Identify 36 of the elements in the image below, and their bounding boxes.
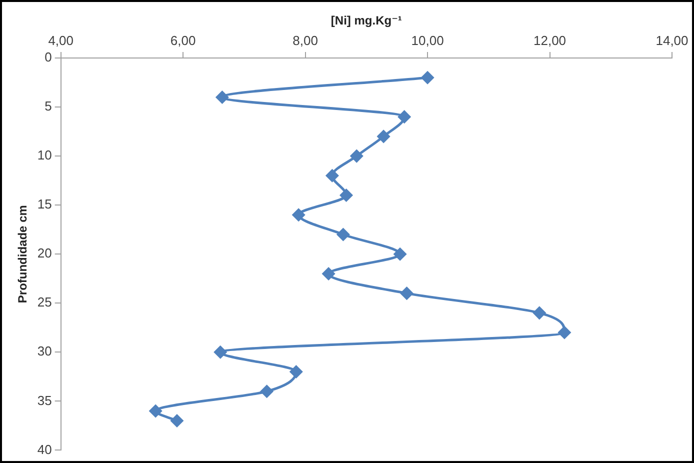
point	[558, 326, 571, 339]
y-tick-label: 30	[37, 344, 52, 359]
y-tick-label: 40	[37, 442, 52, 457]
point	[326, 169, 338, 182]
y-tick-label: 10	[37, 148, 52, 163]
point	[421, 71, 434, 84]
point	[214, 346, 227, 358]
point	[533, 306, 546, 320]
point	[377, 130, 390, 143]
x-axis-title: [Ni] mg.Kg⁻¹	[330, 14, 402, 28]
point	[400, 287, 414, 300]
point	[216, 90, 228, 104]
point	[290, 366, 302, 378]
x-tick-label: 8,00	[292, 32, 318, 48]
y-tick-label: 20	[37, 246, 52, 261]
y-axis-title: Profundidade cm	[16, 205, 30, 304]
point	[336, 228, 350, 241]
x-tick-label: 12,00	[534, 32, 566, 48]
point	[260, 385, 274, 398]
point	[149, 404, 162, 418]
y-tick-label: 25	[37, 294, 52, 310]
point	[292, 208, 305, 222]
point	[340, 189, 353, 202]
point	[398, 110, 411, 124]
x-tick-label: 10,00	[411, 32, 444, 48]
point	[170, 414, 184, 428]
y-tick-label: 0	[44, 50, 52, 65]
x-tick-label: 6,00	[170, 32, 196, 48]
x-tick-label: 14,00	[656, 32, 688, 48]
y-tick-label: 15	[37, 196, 52, 212]
y-tick-label: 35	[37, 392, 52, 408]
point	[322, 267, 335, 280]
y-tick-label: 5	[44, 98, 52, 114]
x-tick-label: 4,00	[48, 32, 74, 48]
point	[394, 248, 406, 260]
point	[350, 150, 363, 162]
